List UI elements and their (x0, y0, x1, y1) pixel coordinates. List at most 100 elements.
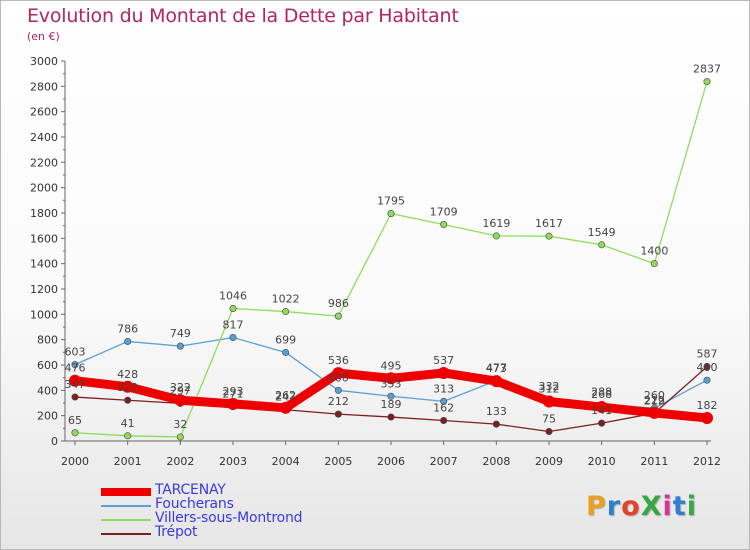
x-tick-label: 2012 (693, 455, 721, 468)
data-label: 495 (381, 359, 402, 372)
logo-letter: P (586, 491, 607, 522)
y-tick-label: 2000 (30, 182, 58, 195)
data-label: 312 (539, 382, 560, 395)
legend: TARCENAY Foucherans Villers-sous-Montron… (101, 482, 361, 541)
x-tick-label: 2004 (272, 455, 300, 468)
logo-letter: t (672, 491, 687, 522)
logo-letter: i (662, 491, 673, 522)
y-tick-label: 2400 (30, 131, 58, 144)
data-label: 353 (381, 377, 402, 390)
data-label: 75 (542, 413, 556, 426)
x-tick-label: 2010 (588, 455, 616, 468)
data-label: 322 (170, 381, 191, 394)
y-tick-label: 1200 (30, 283, 58, 296)
data-point (334, 410, 342, 418)
x-tick-label: 2002 (166, 455, 194, 468)
legend-item-tarcenay: TARCENAY (101, 482, 361, 499)
data-label: 473 (486, 362, 507, 375)
data-label: 162 (433, 401, 454, 414)
logo-letter: o (621, 491, 641, 522)
data-label: 400 (328, 371, 349, 384)
data-label: 133 (486, 405, 507, 418)
data-point (334, 386, 342, 394)
x-tick-label: 2000 (61, 455, 89, 468)
data-point (279, 401, 292, 414)
data-point (121, 380, 134, 393)
data-point (650, 260, 658, 268)
data-label: 219 (644, 394, 665, 407)
legend-swatch-trepot (101, 533, 151, 535)
data-point (229, 305, 237, 313)
data-point (437, 366, 450, 379)
data-label: 247 (275, 391, 296, 404)
y-tick-label: 2800 (30, 80, 58, 93)
legend-label-tarcenay: TARCENAY (155, 482, 226, 498)
data-point (176, 433, 184, 441)
y-tick-label: 0 (51, 435, 58, 448)
data-point (176, 342, 184, 350)
data-label: 1709 (430, 206, 458, 219)
logo-letter: r (606, 491, 622, 522)
y-tick-label: 1800 (30, 207, 58, 220)
data-label: 603 (65, 346, 86, 359)
x-tick-label: 2005 (324, 455, 352, 468)
data-label: 313 (433, 382, 454, 395)
logo-letter: i (686, 491, 697, 522)
data-label: 1617 (535, 217, 563, 230)
data-label: 1022 (272, 293, 300, 306)
x-tick-label: 2003 (219, 455, 247, 468)
legend-item-villers: Villers-sous-Montrond (101, 510, 361, 527)
data-label: 537 (433, 354, 454, 367)
x-tick-label: 2006 (377, 455, 405, 468)
data-label: 65 (68, 414, 82, 427)
data-point (440, 221, 448, 229)
x-tick-label: 2007 (430, 455, 458, 468)
data-point (71, 361, 79, 369)
data-point (595, 401, 608, 414)
data-point (124, 337, 132, 345)
data-point (490, 375, 503, 388)
x-tick-label: 2008 (482, 455, 510, 468)
data-point (71, 429, 79, 437)
data-label: 293 (223, 385, 244, 398)
x-tick-label: 2001 (114, 455, 142, 468)
y-tick-label: 1400 (30, 258, 58, 271)
y-tick-label: 1000 (30, 308, 58, 321)
data-label: 262 (275, 389, 296, 402)
data-point (703, 78, 711, 86)
data-point (545, 232, 553, 240)
data-point (124, 396, 132, 404)
data-point (387, 413, 395, 421)
data-label: 322 (117, 381, 138, 394)
data-point (69, 374, 81, 387)
y-tick-label: 400 (37, 384, 58, 397)
data-point (543, 395, 555, 408)
data-label: 1619 (482, 217, 510, 230)
data-point (387, 210, 395, 218)
proxiti-logo: ProXiti (586, 491, 697, 522)
legend-label-trepot: Trépot (155, 524, 198, 540)
data-label: 268 (591, 388, 612, 401)
data-point (385, 372, 397, 385)
data-label: 536 (328, 354, 349, 367)
legend-item-foucherans: Foucherans (101, 496, 361, 513)
data-point (492, 232, 500, 240)
data-label: 1795 (377, 195, 405, 208)
legend-swatch-foucherans (101, 505, 151, 507)
y-tick-label: 1600 (30, 232, 58, 245)
data-point (124, 432, 132, 440)
data-point (332, 367, 345, 380)
data-label: 2837 (693, 63, 721, 76)
data-label: 41 (121, 417, 135, 430)
data-label: 587 (697, 348, 718, 361)
data-label: 347 (65, 378, 86, 391)
data-label: 480 (697, 361, 718, 374)
data-label: 1549 (588, 226, 616, 239)
y-tick-label: 2600 (30, 106, 58, 119)
data-label: 182 (697, 399, 718, 412)
legend-item-trepot: Trépot (101, 524, 361, 541)
data-label: 1046 (219, 290, 247, 303)
data-label: 477 (486, 362, 507, 375)
data-label: 297 (170, 384, 191, 397)
